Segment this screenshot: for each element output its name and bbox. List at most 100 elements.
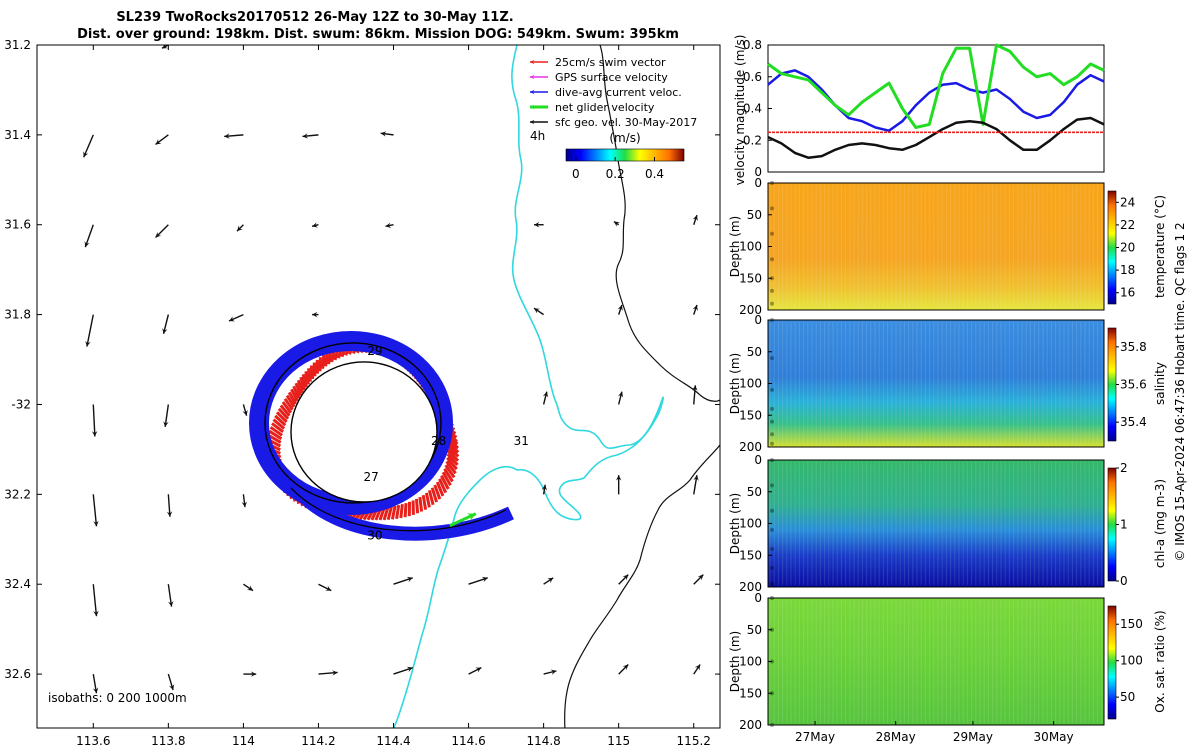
section-ytick-label: 0	[754, 591, 762, 605]
velocity-ytick-label: 0	[754, 165, 762, 179]
sfc-velocity-arrow-shaft	[92, 584, 98, 617]
sfc-velocity-arrow-shaft	[393, 577, 413, 585]
map-xtick-label: 114.2	[301, 734, 335, 748]
section-colorbar-label: 35.4	[1120, 415, 1147, 429]
sfc-velocity-arrow	[155, 224, 169, 239]
sfc-velocity-arrow	[692, 214, 698, 225]
section-ytick-label: 200	[739, 718, 762, 732]
section-profile-point	[770, 508, 774, 513]
section-colorbar-label: 35.6	[1120, 378, 1147, 392]
sfc-velocity-arrow	[243, 583, 254, 592]
section-profile-point	[770, 581, 774, 586]
sfc-velocity-arrow-shaft	[83, 134, 94, 158]
sfc-velocity-arrow	[241, 494, 248, 508]
sfc-velocity-arrow-head	[229, 316, 235, 322]
sfc-velocity-arrow-head	[380, 131, 387, 137]
sfc-velocity-arrow-head	[622, 574, 629, 581]
sfc-velocity-arrow	[380, 131, 394, 137]
sfc-velocity-arrow	[543, 669, 557, 675]
section-ytick-label: 50	[747, 345, 762, 359]
section-ytick-label: 200	[739, 303, 762, 317]
sfc-velocity-arrow-shaft	[92, 404, 96, 437]
map-ytick-label: 31.2	[4, 38, 31, 52]
section-xtick-label: 29May	[953, 730, 993, 744]
map-ytick-label: 31.4	[4, 128, 31, 142]
sfc-velocity-arrow-head	[694, 664, 701, 671]
sfc-velocity-arrow	[692, 304, 698, 315]
sfc-velocity-arrow	[615, 475, 622, 495]
colorbar-tick-label: 0.2	[606, 167, 625, 181]
map-xtick-label: 114.8	[526, 734, 560, 748]
section-profile-point	[770, 387, 774, 392]
section-ytick-label: 50	[747, 485, 762, 499]
sfc-velocity-arrow	[318, 670, 338, 676]
sfc-velocity-arrow-shaft	[468, 577, 488, 585]
sfc-velocity-arrow-head	[692, 385, 698, 391]
sfc-velocity-arrow-head	[155, 231, 162, 238]
legend-label: dive-avg current veloc.	[555, 86, 682, 99]
velocity-ytick-label: 0.2	[743, 133, 762, 147]
sfc-velocity-arrow	[534, 222, 544, 228]
sfc-velocity-arrow-head	[242, 409, 248, 416]
legend-swatch-head	[530, 104, 535, 110]
sfc-velocity-arrow-shaft	[86, 314, 94, 347]
glider-track	[248, 330, 514, 541]
sfc-velocity-arrow	[617, 391, 624, 405]
section-ytick-label: 150	[739, 408, 762, 422]
velocity-panel: 0 0.2 0.4 0.6 0.8 velocity magnitude (m/s)	[733, 35, 1105, 185]
sfc-velocity-arrow	[385, 222, 394, 228]
colorbar-gradient	[565, 148, 685, 162]
sfc-velocity-arrow-head	[93, 520, 99, 527]
sfc-velocity-arrow-head	[550, 669, 557, 675]
sfc-velocity-arrow-head	[692, 215, 698, 222]
section-field	[768, 320, 1104, 447]
velocity-ytick-label: 0.6	[743, 70, 762, 84]
legend-swatch	[530, 89, 548, 95]
sfc-velocity-arrow-head	[534, 222, 540, 228]
isobath-200	[599, 45, 720, 402]
sfc-velocity-arrow	[618, 663, 629, 675]
sfc-velocity-arrow-head	[163, 421, 169, 427]
sfc-velocity-arrow-head	[534, 308, 540, 314]
sfc-velocity-arrow	[85, 314, 94, 347]
sfc-velocity-arrow	[542, 391, 549, 405]
section-colorbar-label: 150	[1120, 617, 1143, 631]
section-profile-point	[770, 419, 774, 424]
map-ytick-label: 31.6	[4, 218, 31, 232]
map-axes: 113.6 113.8 114 114.2 114.4 114.6 114.8 115 115.…	[4, 38, 720, 748]
sfc-velocity-arrow-head	[615, 475, 622, 481]
sfc-velocity-arrow-head	[547, 577, 554, 584]
colorbar-tick-label: 0.4	[645, 167, 664, 181]
sfc-velocity-arrow-head	[481, 576, 488, 583]
section-colorbar-label: 2	[1120, 461, 1128, 475]
sfc-velocity-arrow	[92, 673, 99, 694]
sfc-velocity-arrow	[243, 671, 257, 677]
sfc-velocity-arrow-head	[406, 666, 413, 672]
section-ylabel: Depth (m)	[728, 216, 742, 277]
sfc-velocity-arrow	[533, 307, 545, 316]
sfc-velocity-arrow-head	[83, 151, 89, 158]
sfc-velocity-arrow	[617, 304, 623, 315]
section-colorbar-label: 20	[1120, 241, 1135, 255]
sfc-velocity-arrow	[693, 475, 699, 495]
sfc-velocity-arrow-head	[168, 600, 174, 607]
sfc-velocity-arrow-head	[693, 475, 699, 481]
sfc-velocity-arrow	[84, 224, 94, 248]
sfc-velocity-arrow-head	[247, 585, 254, 591]
isobath-1000	[564, 444, 720, 728]
sfc-velocity-arrow	[393, 666, 413, 675]
section-profile-point	[770, 231, 774, 236]
legend-swatch-head	[530, 89, 535, 95]
velocity-frame	[767, 44, 1105, 173]
map-xtick-label: 114	[232, 734, 255, 748]
section-xtick-label: 28May	[876, 730, 916, 744]
sfc-velocity-arrow	[161, 45, 169, 49]
day-label: 31	[514, 434, 529, 448]
sfc-velocity-arrow-head	[406, 576, 413, 583]
sfc-velocity-arrow	[693, 574, 704, 585]
sfc-velocity-arrow-head	[237, 225, 243, 232]
legend-swatch	[530, 104, 548, 110]
section-profile-point	[770, 527, 774, 532]
map-xtick-label: 114.4	[376, 734, 410, 748]
